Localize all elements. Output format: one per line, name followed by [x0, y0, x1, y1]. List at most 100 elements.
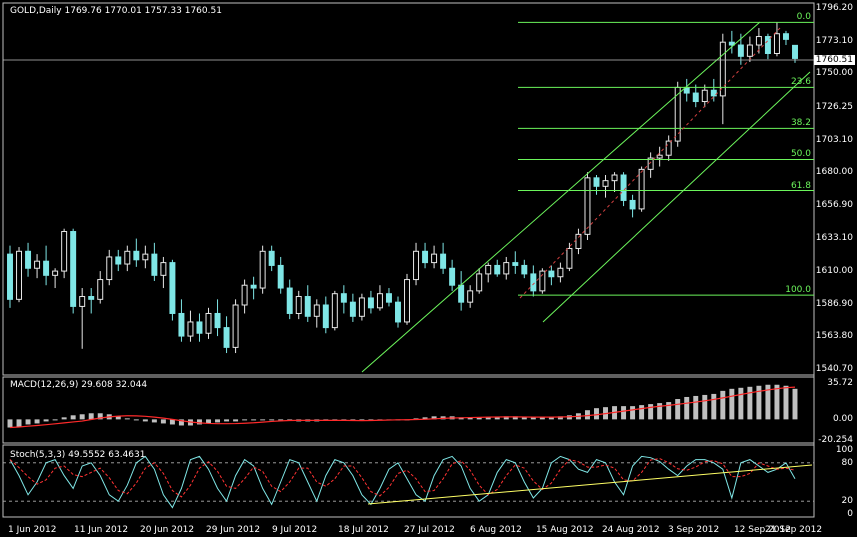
macd-bar — [630, 406, 636, 420]
bear-candle — [530, 273, 537, 292]
bear-candle — [692, 92, 699, 103]
bear-candle — [620, 174, 627, 201]
bear-candle — [7, 253, 13, 300]
macd-bar — [269, 419, 275, 421]
macd-bar — [233, 419, 239, 422]
main-chart-title: GOLD,Daily 1769.76 1770.01 1757.33 1760.… — [10, 6, 222, 16]
price-tick: 1796.20 — [815, 3, 853, 13]
macd-bar — [621, 406, 627, 420]
bull-candle — [106, 256, 113, 281]
date-tick: 20 Jun 2012 — [139, 525, 195, 535]
macd-bar — [287, 419, 293, 421]
price-tick: 1540.70 — [815, 364, 853, 374]
macd-bar — [584, 410, 590, 420]
macd-signal-line — [9, 386, 796, 429]
bull-candle — [557, 267, 564, 278]
macd-bar — [133, 419, 139, 421]
price-tick: 1680.00 — [815, 167, 853, 178]
bear-candle — [512, 262, 519, 266]
price-tick: 1563.80 — [815, 331, 853, 342]
macd-bar — [34, 419, 40, 424]
macd-bar — [783, 385, 789, 420]
stoch-tick: 0 — [847, 509, 853, 519]
macd-bar — [215, 419, 221, 423]
fib-level-label: 23.6 — [790, 77, 811, 88]
stoch-trendline[interactable] — [367, 464, 813, 505]
bear-candle — [395, 301, 401, 323]
macd-bar — [97, 413, 103, 420]
bull-candle — [719, 41, 726, 97]
fibonacci-retracement[interactable] — [518, 21, 814, 296]
macd-bar — [350, 419, 356, 421]
bear-candle — [25, 250, 32, 269]
macd-bar — [260, 419, 266, 421]
macd-bar — [160, 419, 166, 424]
macd-bar — [747, 386, 753, 420]
macd-bar — [467, 417, 473, 420]
bear-candle — [115, 256, 122, 265]
fib-trend-line — [519, 27, 781, 299]
bull-candle — [575, 233, 582, 249]
bull-candle — [259, 250, 266, 289]
macd-bar — [169, 419, 175, 425]
macd-bar — [792, 388, 798, 420]
macd-bar — [115, 416, 121, 420]
price-tick: 1610.00 — [815, 266, 853, 277]
macd-bar — [16, 419, 22, 427]
macd-bar — [251, 419, 257, 421]
macd-bar — [124, 418, 130, 420]
price-tick: 1703.10 — [815, 134, 853, 145]
bear-candle — [304, 296, 311, 317]
bull-candle — [97, 279, 104, 300]
macd-bar — [521, 417, 527, 420]
fib-level-label: 61.8 — [790, 180, 811, 191]
macd-tick: -20.254 — [818, 435, 853, 445]
bear-candle — [494, 264, 501, 275]
bull-candle — [413, 250, 420, 281]
macd-bar — [242, 419, 248, 421]
bear-candle — [151, 253, 158, 276]
macd-tick: 35.72 — [827, 378, 853, 388]
macd-bar — [765, 384, 771, 420]
macd-bar — [151, 419, 157, 423]
macd-bar — [61, 417, 67, 420]
bull-candle — [232, 304, 239, 348]
price-tick: 1726.25 — [815, 101, 853, 112]
bear-candle — [521, 264, 528, 275]
macd-bar — [512, 416, 518, 420]
bear-candle — [548, 270, 555, 278]
date-tick: 18 Jul 2012 — [337, 525, 389, 535]
fib-level-label: 50.0 — [790, 149, 811, 160]
fib-level-label: 38.2 — [790, 118, 811, 129]
bull-candle — [602, 180, 609, 187]
channel-lower-line[interactable] — [542, 71, 811, 323]
bear-candle — [214, 312, 221, 329]
bull-candle — [746, 44, 753, 57]
bear-candle — [268, 250, 275, 266]
bull-candle — [611, 174, 618, 182]
bear-candle — [223, 327, 230, 348]
bull-candle — [755, 36, 762, 46]
bull-candle — [61, 231, 68, 272]
bear-candle — [286, 287, 293, 314]
bull-candle — [124, 250, 131, 265]
macd-bar — [25, 419, 31, 425]
stoch-tick: 80 — [841, 457, 853, 468]
macd-bar — [594, 408, 599, 420]
macd-bar — [530, 417, 536, 420]
channel-upper-line[interactable] — [361, 21, 761, 373]
bull-candle — [404, 279, 410, 323]
macd-bar — [278, 419, 284, 421]
date-tick: 11 Jun 2012 — [73, 525, 129, 535]
bear-candle — [169, 262, 176, 314]
bear-candle — [458, 284, 465, 303]
macd-bar — [666, 402, 672, 420]
bull-candle — [773, 33, 780, 54]
bull-candle — [142, 253, 149, 261]
date-tick: 1 Jun 2012 — [8, 525, 57, 535]
bear-candle — [422, 250, 429, 264]
trend-channel[interactable] — [361, 21, 811, 373]
macd-bar — [224, 419, 230, 422]
bull-candle — [187, 321, 194, 337]
